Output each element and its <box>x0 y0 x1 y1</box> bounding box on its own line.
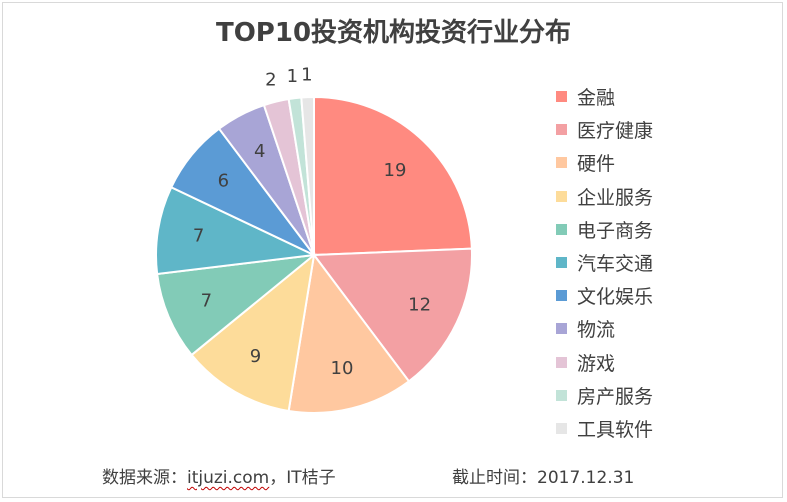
pie-data-label: 6 <box>218 171 229 192</box>
legend-swatch <box>556 356 567 368</box>
pie-data-label: 4 <box>254 141 265 162</box>
legend-item: 房产服务 <box>556 379 653 412</box>
chart-legend: 金融医疗健康硬件企业服务电子商务汽车交通文化娱乐物流游戏房产服务工具软件 <box>556 80 653 445</box>
cutoff-date: 截止时间：2017.12.31 <box>452 468 635 488</box>
pie-data-label: 10 <box>331 358 354 379</box>
legend-label: 汽车交通 <box>577 253 654 276</box>
pie-data-label: 9 <box>250 346 261 367</box>
pie-data-label: 1 <box>301 65 312 86</box>
legend-swatch <box>556 323 567 335</box>
data-source-rest: ，IT桔子 <box>269 468 336 488</box>
legend-item: 企业服务 <box>556 180 653 213</box>
legend-label: 工具软件 <box>577 418 654 441</box>
pie-slice-11 <box>300 95 315 256</box>
legend-label: 文化娱乐 <box>577 286 654 309</box>
legend-label: 游戏 <box>577 352 616 375</box>
pie-slice-4 <box>190 252 316 413</box>
legend-label: 企业服务 <box>577 186 654 209</box>
legend-swatch <box>556 389 567 401</box>
pie-data-label: 1 <box>287 66 298 87</box>
legend-item: 物流 <box>556 312 653 345</box>
pie-slice-3 <box>287 252 411 414</box>
chart-title: TOP10投资机构投资行业分布 <box>215 18 572 48</box>
legend-swatch <box>556 422 567 434</box>
legend-item: 电子商务 <box>556 213 653 246</box>
pie-data-label: 2 <box>265 70 276 91</box>
legend-label: 物流 <box>577 319 616 342</box>
pie-data-label: 19 <box>384 160 407 181</box>
legend-swatch <box>556 157 567 169</box>
legend-label: 硬件 <box>577 153 616 176</box>
pie-data-label: 7 <box>193 226 204 247</box>
legend-item: 医疗健康 <box>556 113 653 146</box>
legend-item: 硬件 <box>556 146 653 179</box>
legend-item: 汽车交通 <box>556 246 653 279</box>
pie-data-label: 12 <box>408 295 431 316</box>
legend-swatch <box>556 257 567 269</box>
legend-swatch <box>556 91 567 103</box>
pie-slice-6 <box>155 185 318 276</box>
legend-label: 房产服务 <box>577 385 654 408</box>
data-source-label: 数据来源： <box>102 468 187 488</box>
legend-swatch <box>556 124 567 136</box>
legend-swatch <box>556 223 567 235</box>
pie-data-label: 7 <box>201 290 212 311</box>
legend-item: 游戏 <box>556 346 653 379</box>
legend-label: 医疗健康 <box>577 120 654 143</box>
data-source-link[interactable]: itjuzi.com <box>187 468 270 488</box>
legend-item: 文化娱乐 <box>556 279 653 312</box>
pie-slice-2 <box>312 247 473 383</box>
pie-slice-5 <box>156 253 318 357</box>
data-source: 数据来源：itjuzi.com，IT桔子 <box>102 463 336 488</box>
pie-slice-1 <box>313 95 473 257</box>
legend-swatch <box>556 190 567 202</box>
legend-label: 电子商务 <box>577 219 654 242</box>
legend-item: 工具软件 <box>556 412 653 445</box>
legend-label: 金融 <box>577 87 616 110</box>
legend-item: 金融 <box>556 80 653 113</box>
legend-swatch <box>556 290 567 302</box>
